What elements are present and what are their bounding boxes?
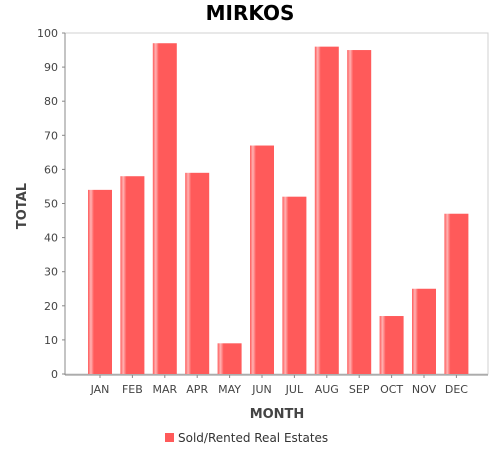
x-axis-ticks: JAN FEB MAR APR MAY JUN JUL AUG SEP OCT NOV DEC	[90, 375, 468, 396]
x-tick-label: AUG	[315, 383, 339, 396]
bar-jan	[88, 189, 112, 374]
legend: Sold/Rented Real Estates	[165, 431, 328, 445]
y-tick-label: 40	[44, 232, 58, 245]
x-tick-label: FEB	[122, 383, 143, 396]
x-tick-label: NOV	[412, 383, 437, 396]
legend-swatch	[165, 433, 174, 442]
x-tick-label: OCT	[380, 383, 403, 396]
x-tick-label: JUN	[251, 383, 272, 396]
y-axis-title: TOTAL	[15, 183, 30, 229]
chart-title: MIRKOS	[206, 1, 295, 25]
y-tick-label: 100	[37, 27, 58, 40]
x-tick-label: APR	[186, 383, 208, 396]
bar-feb	[120, 176, 145, 374]
bar-series	[88, 43, 469, 375]
bar-jul	[282, 196, 307, 374]
bar-mar	[152, 43, 177, 374]
bar-sep	[347, 50, 372, 375]
bar-may	[217, 343, 242, 374]
x-tick-label: MAR	[152, 383, 177, 396]
bar-apr	[185, 172, 210, 374]
x-tick-label: MAY	[218, 383, 241, 396]
bar-oct	[379, 316, 404, 374]
y-tick-label: 70	[44, 129, 58, 142]
x-axis-title: MONTH	[250, 407, 305, 422]
x-tick-label: DEC	[445, 383, 468, 396]
x-tick-label: JAN	[90, 383, 110, 396]
y-tick-label: 90	[44, 61, 58, 74]
x-tick-label: JUL	[285, 383, 304, 396]
y-tick-label: 0	[51, 368, 58, 381]
y-axis-ticks: 0 10 20 30 40 50 60 70 80 90 100	[37, 27, 65, 381]
y-tick-label: 50	[44, 198, 58, 211]
bar-dec	[444, 213, 469, 374]
bar-aug	[314, 46, 339, 374]
bar-jun	[250, 145, 274, 374]
bar-nov	[412, 288, 436, 374]
y-tick-label: 60	[44, 163, 58, 176]
y-tick-label: 20	[44, 300, 58, 313]
legend-label: Sold/Rented Real Estates	[178, 431, 328, 445]
x-tick-label: SEP	[349, 383, 370, 396]
y-tick-label: 80	[44, 95, 58, 108]
y-tick-label: 30	[44, 266, 58, 279]
y-tick-label: 10	[44, 334, 58, 347]
